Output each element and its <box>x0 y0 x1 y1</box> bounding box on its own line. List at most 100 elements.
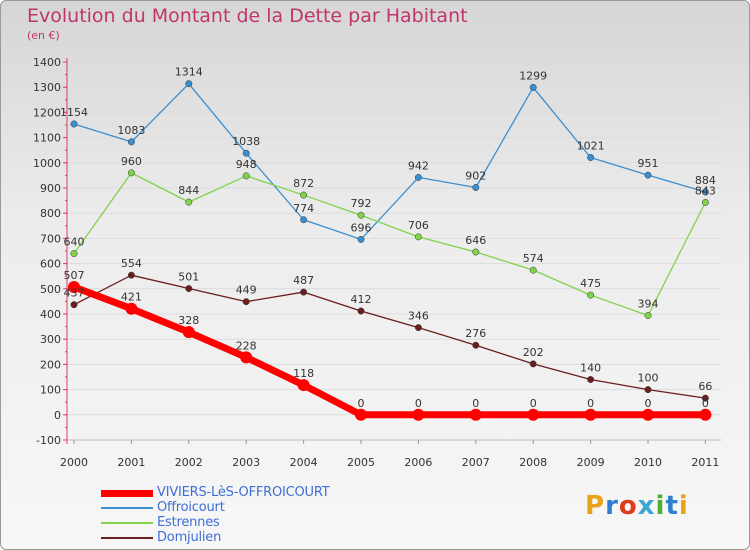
data-label: 960 <box>121 155 142 168</box>
series-line-viviers-lès-offroicourt <box>70 283 709 419</box>
data-point <box>472 248 480 256</box>
data-label: 0 <box>472 397 479 410</box>
legend-swatch <box>101 489 153 497</box>
data-point <box>472 341 480 349</box>
data-label: 437 <box>64 287 85 300</box>
data-label: 421 <box>121 291 142 304</box>
logo-letter: i <box>655 491 666 521</box>
data-point <box>527 408 540 421</box>
data-point <box>357 235 365 243</box>
legend-swatch <box>101 507 153 509</box>
data-label: 346 <box>408 310 429 323</box>
y-tick-label: 800 <box>40 207 61 220</box>
x-tick-label: 2006 <box>404 456 432 469</box>
data-point <box>357 211 365 219</box>
x-tick-label: 2001 <box>117 456 145 469</box>
data-label: 66 <box>698 380 712 393</box>
data-point <box>240 351 253 364</box>
data-point <box>70 301 78 309</box>
x-tick-label: 2002 <box>175 456 203 469</box>
data-label: 412 <box>351 293 372 306</box>
data-point <box>185 80 193 88</box>
legend-label: VIVIERS-LèS-OFFROICOURT <box>157 485 330 500</box>
data-label: 774 <box>293 202 314 215</box>
data-label: 228 <box>236 339 257 352</box>
data-label: 696 <box>351 221 372 234</box>
data-label: 1314 <box>175 66 203 79</box>
data-point <box>529 360 537 368</box>
data-point <box>127 271 135 279</box>
legend-swatch <box>101 522 153 524</box>
y-tick-label: 1400 <box>33 56 61 69</box>
data-label: 1299 <box>519 69 547 82</box>
data-label: 1038 <box>232 135 260 148</box>
y-tick-label: 1100 <box>33 132 61 145</box>
chart-title: Evolution du Montant de la Dette par Hab… <box>27 5 468 27</box>
data-point <box>300 288 308 296</box>
data-point <box>414 233 422 241</box>
data-point <box>587 154 595 161</box>
y-tick-label: 1000 <box>33 157 61 170</box>
legend-swatch <box>101 537 153 539</box>
data-label: 706 <box>408 219 429 232</box>
data-label: 1021 <box>577 140 605 153</box>
y-tick-label: 400 <box>40 308 61 321</box>
data-label: 140 <box>580 362 601 375</box>
x-tick-label: 2005 <box>347 456 375 469</box>
series-line-offroicourt <box>73 83 707 241</box>
y-tick-label: 500 <box>40 283 61 296</box>
x-tick-label: 2000 <box>60 456 88 469</box>
data-label: 276 <box>465 327 486 340</box>
data-point <box>699 408 712 421</box>
legend-label: Domjulien <box>157 530 222 545</box>
data-point <box>644 386 652 394</box>
data-label: 328 <box>178 314 199 327</box>
data-point <box>414 324 422 332</box>
data-point <box>472 184 480 191</box>
data-label: 646 <box>465 234 486 247</box>
data-point <box>412 408 425 421</box>
data-point <box>242 149 250 157</box>
data-label: 0 <box>358 397 365 410</box>
data-label: 449 <box>236 284 257 297</box>
data-label: 951 <box>638 157 659 170</box>
y-tick-label: 100 <box>40 384 61 397</box>
data-point <box>355 408 367 421</box>
data-point <box>127 169 135 177</box>
data-point <box>701 394 709 402</box>
data-label: 792 <box>351 197 372 210</box>
x-tick-label: 2010 <box>634 456 662 469</box>
data-label: 0 <box>530 397 537 410</box>
data-point <box>644 312 652 319</box>
logo-letter: o <box>618 491 638 521</box>
data-point <box>642 408 654 421</box>
y-tick-label: 900 <box>40 182 61 195</box>
data-label: 884 <box>695 174 716 187</box>
legend-label: Offroicourt <box>157 500 225 515</box>
data-point <box>529 84 537 91</box>
logo-letter: r <box>605 491 619 521</box>
data-label: 843 <box>695 184 716 197</box>
data-label: 118 <box>293 367 314 380</box>
x-tick-label: 2003 <box>232 456 260 469</box>
data-point <box>127 138 135 146</box>
series-line-estrennes <box>73 172 707 317</box>
data-label: 501 <box>178 271 199 284</box>
data-label: 1154 <box>60 106 88 119</box>
data-label: 507 <box>64 269 85 282</box>
data-point <box>70 120 78 128</box>
x-tick-label: 2011 <box>691 456 719 469</box>
data-point <box>414 173 422 181</box>
data-label: 0 <box>415 397 422 410</box>
data-point <box>125 302 138 315</box>
y-tick-label: 1200 <box>33 106 61 119</box>
data-label: 202 <box>523 346 544 359</box>
data-point <box>584 408 597 421</box>
data-label: 574 <box>523 252 544 265</box>
data-point <box>701 188 709 196</box>
data-point <box>185 198 193 206</box>
data-label: 948 <box>236 158 257 171</box>
data-label: 100 <box>638 372 659 385</box>
